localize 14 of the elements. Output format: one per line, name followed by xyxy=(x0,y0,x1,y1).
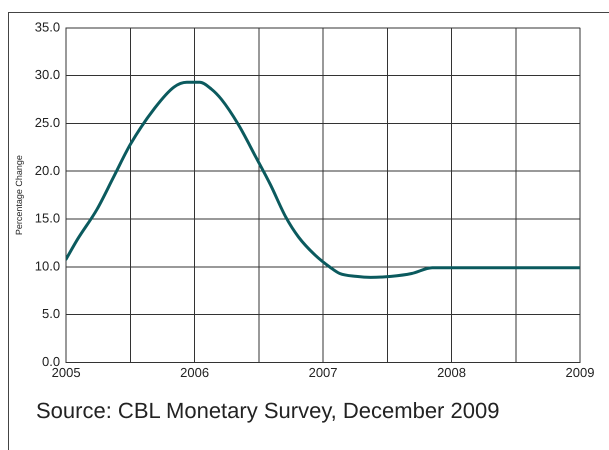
y-tick-label: 10.0 xyxy=(34,258,60,274)
y-tick-label: 15.0 xyxy=(34,210,60,226)
x-tick-label: 2009 xyxy=(566,364,594,380)
y-tick-label: 30.0 xyxy=(34,67,60,82)
y-axis-title: Percentage Change xyxy=(14,155,24,236)
x-tick-label: 2006 xyxy=(180,364,210,380)
x-tick-label: 2007 xyxy=(308,364,338,380)
line-series xyxy=(66,80,580,279)
y-tick-label: 25.0 xyxy=(34,114,60,130)
y-tick-label: 5.0 xyxy=(42,306,60,322)
y-tick-label: 20.0 xyxy=(34,162,60,178)
x-tick-label: 2008 xyxy=(437,364,466,380)
y-tick-label: 35.0 xyxy=(34,19,60,34)
source-note: Source: CBL Monetary Survey, December 2009 xyxy=(36,398,500,424)
